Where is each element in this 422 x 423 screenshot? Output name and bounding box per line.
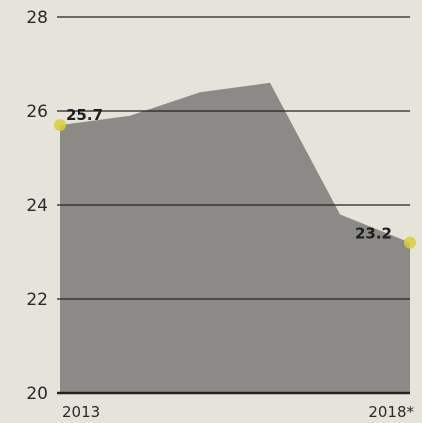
y-tick-label: 26 [26, 102, 48, 122]
y-tick-label: 22 [26, 290, 48, 310]
endpoint-marker [404, 236, 416, 249]
endpoint-marker [54, 119, 66, 132]
data-label: 25.7 [66, 106, 103, 124]
x-tick-label: 2018* [368, 403, 414, 421]
y-tick-label: 24 [26, 196, 48, 216]
x-tick-label: 2013 [62, 403, 100, 421]
data-label: 23.2 [355, 225, 392, 243]
y-tick-label: 20 [26, 384, 48, 404]
y-tick-label: 28 [26, 8, 48, 28]
area-series [60, 82, 410, 394]
